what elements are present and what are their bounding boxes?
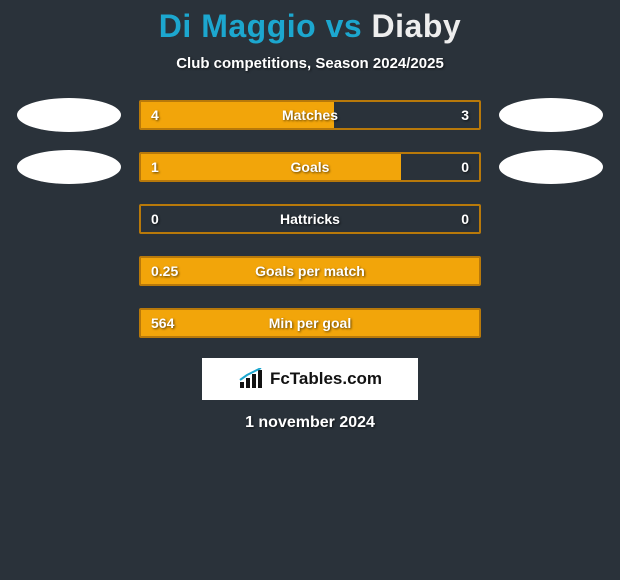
page-title: Di Maggio vs Diaby [0, 8, 620, 45]
stat-right-value: 0 [461, 159, 469, 175]
blob-placeholder [499, 202, 603, 236]
blob-placeholder [17, 202, 121, 236]
stat-bar: 0.25Goals per match [139, 256, 481, 286]
brand-box[interactable]: FcTables.com [202, 358, 418, 400]
blob-placeholder [17, 254, 121, 288]
stat-label: Hattricks [141, 211, 479, 227]
blob-placeholder [499, 306, 603, 340]
brand-text: FcTables.com [270, 369, 382, 389]
stat-bar: 564Min per goal [139, 308, 481, 338]
title-right: Diaby [372, 8, 462, 44]
stat-bar: 0Hattricks0 [139, 204, 481, 234]
stat-label: Goals per match [141, 263, 479, 279]
player-left-blob [17, 150, 121, 184]
stat-row: 0Hattricks0 [0, 202, 620, 236]
blob-placeholder [499, 254, 603, 288]
player-right-blob [499, 150, 603, 184]
stat-label: Min per goal [141, 315, 479, 331]
stat-label: Goals [141, 159, 479, 175]
comparison-panel: Di Maggio vs Diaby Club competitions, Se… [0, 0, 620, 580]
title-vs: vs [316, 8, 371, 44]
stat-row: 564Min per goal [0, 306, 620, 340]
stat-row: 1Goals0 [0, 150, 620, 184]
stat-bar: 4Matches3 [139, 100, 481, 130]
stats-rows: 4Matches31Goals00Hattricks00.25Goals per… [0, 98, 620, 340]
stat-row: 0.25Goals per match [0, 254, 620, 288]
subtitle: Club competitions, Season 2024/2025 [0, 55, 620, 72]
stat-bar: 1Goals0 [139, 152, 481, 182]
stat-right-value: 3 [461, 107, 469, 123]
stat-label: Matches [141, 107, 479, 123]
chart-icon [238, 368, 264, 390]
title-left: Di Maggio [159, 8, 316, 44]
player-left-blob [17, 98, 121, 132]
stat-right-value: 0 [461, 211, 469, 227]
player-right-blob [499, 98, 603, 132]
date-line: 1 november 2024 [0, 414, 620, 432]
stat-row: 4Matches3 [0, 98, 620, 132]
blob-placeholder [17, 306, 121, 340]
